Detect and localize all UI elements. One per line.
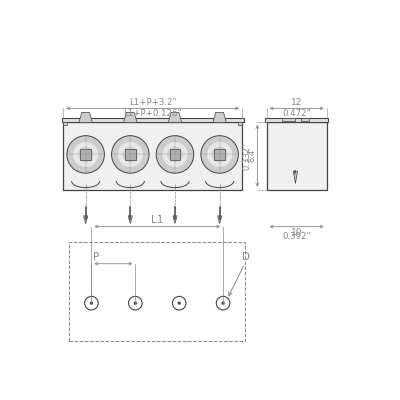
Bar xyxy=(282,118,295,121)
Text: 12: 12 xyxy=(291,98,302,107)
Bar xyxy=(63,122,242,190)
Circle shape xyxy=(163,142,187,167)
Text: L1+P+0.126": L1+P+0.126" xyxy=(123,109,182,118)
Text: D: D xyxy=(242,252,250,262)
Text: 10: 10 xyxy=(291,228,302,236)
Bar xyxy=(267,122,327,190)
Circle shape xyxy=(208,142,232,167)
Polygon shape xyxy=(218,216,222,224)
Polygon shape xyxy=(84,216,88,224)
Text: L1+P+3.2": L1+P+3.2" xyxy=(129,98,176,107)
Circle shape xyxy=(112,136,149,173)
Bar xyxy=(63,122,67,125)
Polygon shape xyxy=(124,112,137,122)
Circle shape xyxy=(74,142,98,167)
Bar xyxy=(70,242,245,341)
Circle shape xyxy=(134,302,136,304)
Circle shape xyxy=(168,147,182,162)
Bar xyxy=(125,149,136,160)
Text: 0.332": 0.332" xyxy=(243,142,252,170)
Circle shape xyxy=(67,136,104,173)
Bar xyxy=(62,118,244,122)
Polygon shape xyxy=(168,112,182,122)
Circle shape xyxy=(90,302,92,304)
Bar xyxy=(170,149,180,160)
Circle shape xyxy=(178,302,180,304)
Polygon shape xyxy=(293,171,298,184)
Circle shape xyxy=(78,147,93,162)
Bar xyxy=(302,118,309,121)
Text: 0.392": 0.392" xyxy=(282,232,311,240)
Circle shape xyxy=(201,136,238,173)
Circle shape xyxy=(118,142,142,167)
Circle shape xyxy=(123,147,138,162)
Text: 0.472": 0.472" xyxy=(282,109,311,118)
Polygon shape xyxy=(128,216,132,224)
Circle shape xyxy=(222,302,224,304)
Bar xyxy=(265,118,328,122)
Bar xyxy=(238,122,242,125)
Text: P: P xyxy=(93,252,99,262)
Circle shape xyxy=(212,147,227,162)
Bar xyxy=(80,149,91,160)
Polygon shape xyxy=(213,112,226,122)
Text: L1: L1 xyxy=(151,215,164,225)
Text: 8.4: 8.4 xyxy=(248,149,256,162)
Polygon shape xyxy=(79,112,92,122)
Polygon shape xyxy=(173,216,177,224)
Bar xyxy=(214,149,225,160)
Circle shape xyxy=(156,136,194,173)
